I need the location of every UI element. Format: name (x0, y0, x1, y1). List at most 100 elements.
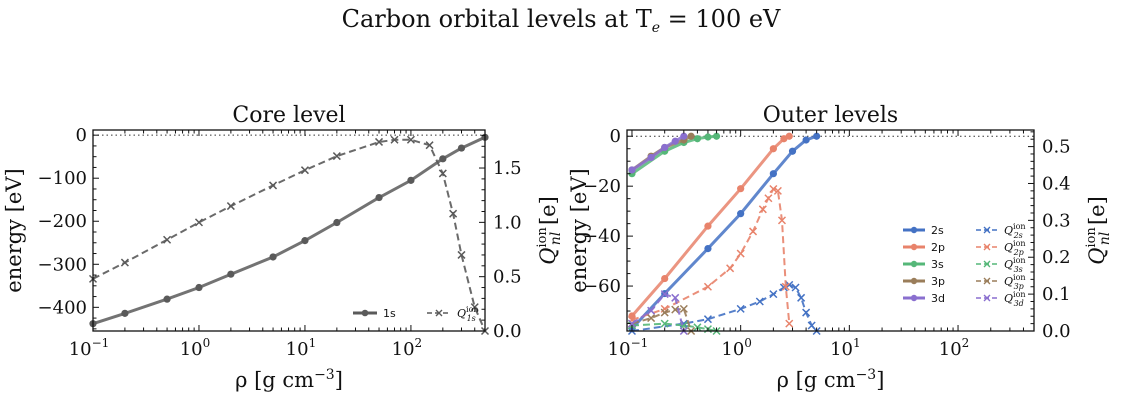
legend-label: 1s (383, 307, 396, 320)
y-tick-label: −40 (583, 226, 621, 247)
series-q-2s (627, 280, 821, 336)
data-point (704, 222, 712, 230)
data-point (671, 305, 680, 314)
x-tick-label: 101 (286, 336, 317, 360)
data-point (660, 308, 669, 317)
y-tick-label: −60 (583, 276, 621, 297)
data-point (195, 283, 203, 292)
data-point (788, 147, 797, 155)
data-point (375, 193, 383, 202)
x-tick-label: 10−1 (69, 336, 110, 360)
legend-marker (983, 294, 991, 302)
legend-marker (435, 309, 443, 317)
data-point (687, 132, 695, 140)
data-point (121, 309, 129, 317)
y-tick-label: −400 (38, 297, 87, 318)
legend-marker (910, 260, 918, 268)
legend-marker (910, 294, 918, 302)
legend-marker (910, 277, 918, 285)
data-point (671, 137, 679, 145)
data-point (679, 304, 688, 313)
y-axis-label: energy [eV] (2, 168, 26, 292)
legend-item: 3d (903, 292, 945, 305)
panel-title: Core level (232, 103, 345, 128)
legend-label: 2p (931, 241, 945, 254)
data-point (777, 216, 787, 225)
legend-marker (983, 226, 991, 234)
x-axis-label: ρ [g cm−3] (777, 367, 885, 392)
data-point (785, 132, 793, 140)
series-q-3d (627, 290, 688, 336)
data-point (647, 314, 656, 323)
data-point (797, 293, 806, 302)
data-point (755, 297, 764, 306)
data-point (780, 135, 788, 143)
legend-label: 3d (931, 292, 945, 305)
y-tick-label: −200 (38, 211, 87, 232)
data-point (449, 209, 458, 218)
legend-marker (983, 277, 991, 285)
legend-marker (910, 226, 918, 234)
legend-label: 2s (931, 224, 944, 237)
series-3d (628, 132, 688, 174)
y-axis-label: energy [eV] (567, 168, 591, 292)
legend-label: Qion 3s (1004, 256, 1026, 274)
data-point (226, 202, 235, 211)
data-point (693, 323, 702, 332)
data-point (737, 210, 745, 218)
y2-axis-label: Qionnl [e] (1084, 196, 1113, 265)
y2-tick-label: 0.0 (1042, 321, 1071, 342)
legend-item: 2s (903, 224, 944, 237)
data-point (628, 166, 636, 174)
data-point (470, 303, 479, 312)
legend-marker (910, 243, 918, 251)
data-point (374, 137, 384, 146)
x-tick-label: 102 (392, 336, 423, 360)
data-point (661, 143, 669, 152)
legend-marker (361, 309, 369, 317)
data-point (749, 227, 758, 236)
y2-axis-label: Qionnl [e] (535, 196, 564, 265)
series-2p (628, 132, 793, 320)
y-tick-label: 0 (610, 126, 621, 147)
y-tick-label: −20 (583, 176, 621, 197)
data-point (703, 282, 712, 291)
legend-label: Qion 3p (1004, 273, 1026, 291)
data-point (627, 319, 637, 328)
x-tick-label: 100 (721, 336, 752, 360)
data-point (227, 270, 235, 278)
x-tick-label: 101 (830, 336, 861, 360)
y2-tick-label: 0.0 (493, 321, 522, 342)
data-point (407, 176, 415, 184)
legend-item: Qion 3d (976, 290, 1026, 308)
x-tick-label: 10−1 (608, 336, 649, 360)
legend-label: 3s (931, 258, 944, 271)
data-point (764, 194, 773, 203)
data-point (704, 245, 712, 253)
y2-tick-label: 0.5 (1042, 137, 1071, 158)
data-point (736, 304, 745, 313)
data-point (300, 166, 309, 175)
data-point (813, 132, 821, 140)
data-point (769, 290, 778, 299)
data-point (660, 319, 669, 328)
data-point (802, 308, 811, 317)
data-point (773, 186, 782, 195)
data-point (163, 235, 172, 244)
legend-item: 3s (903, 258, 944, 271)
legend-label: Qion 3d (1004, 290, 1026, 308)
legend-marker (983, 243, 991, 251)
data-point (736, 249, 745, 258)
data-point (457, 144, 466, 152)
y-tick-label: 0 (76, 125, 87, 146)
y-tick-label: −100 (38, 168, 87, 189)
axes-frame (92, 129, 486, 332)
legend-marker (983, 260, 991, 268)
y2-tick-label: 0.3 (1042, 210, 1071, 231)
data-point (439, 155, 447, 163)
data-point (301, 237, 309, 245)
data-point (457, 250, 466, 259)
data-point (671, 293, 680, 302)
data-point (647, 306, 656, 315)
